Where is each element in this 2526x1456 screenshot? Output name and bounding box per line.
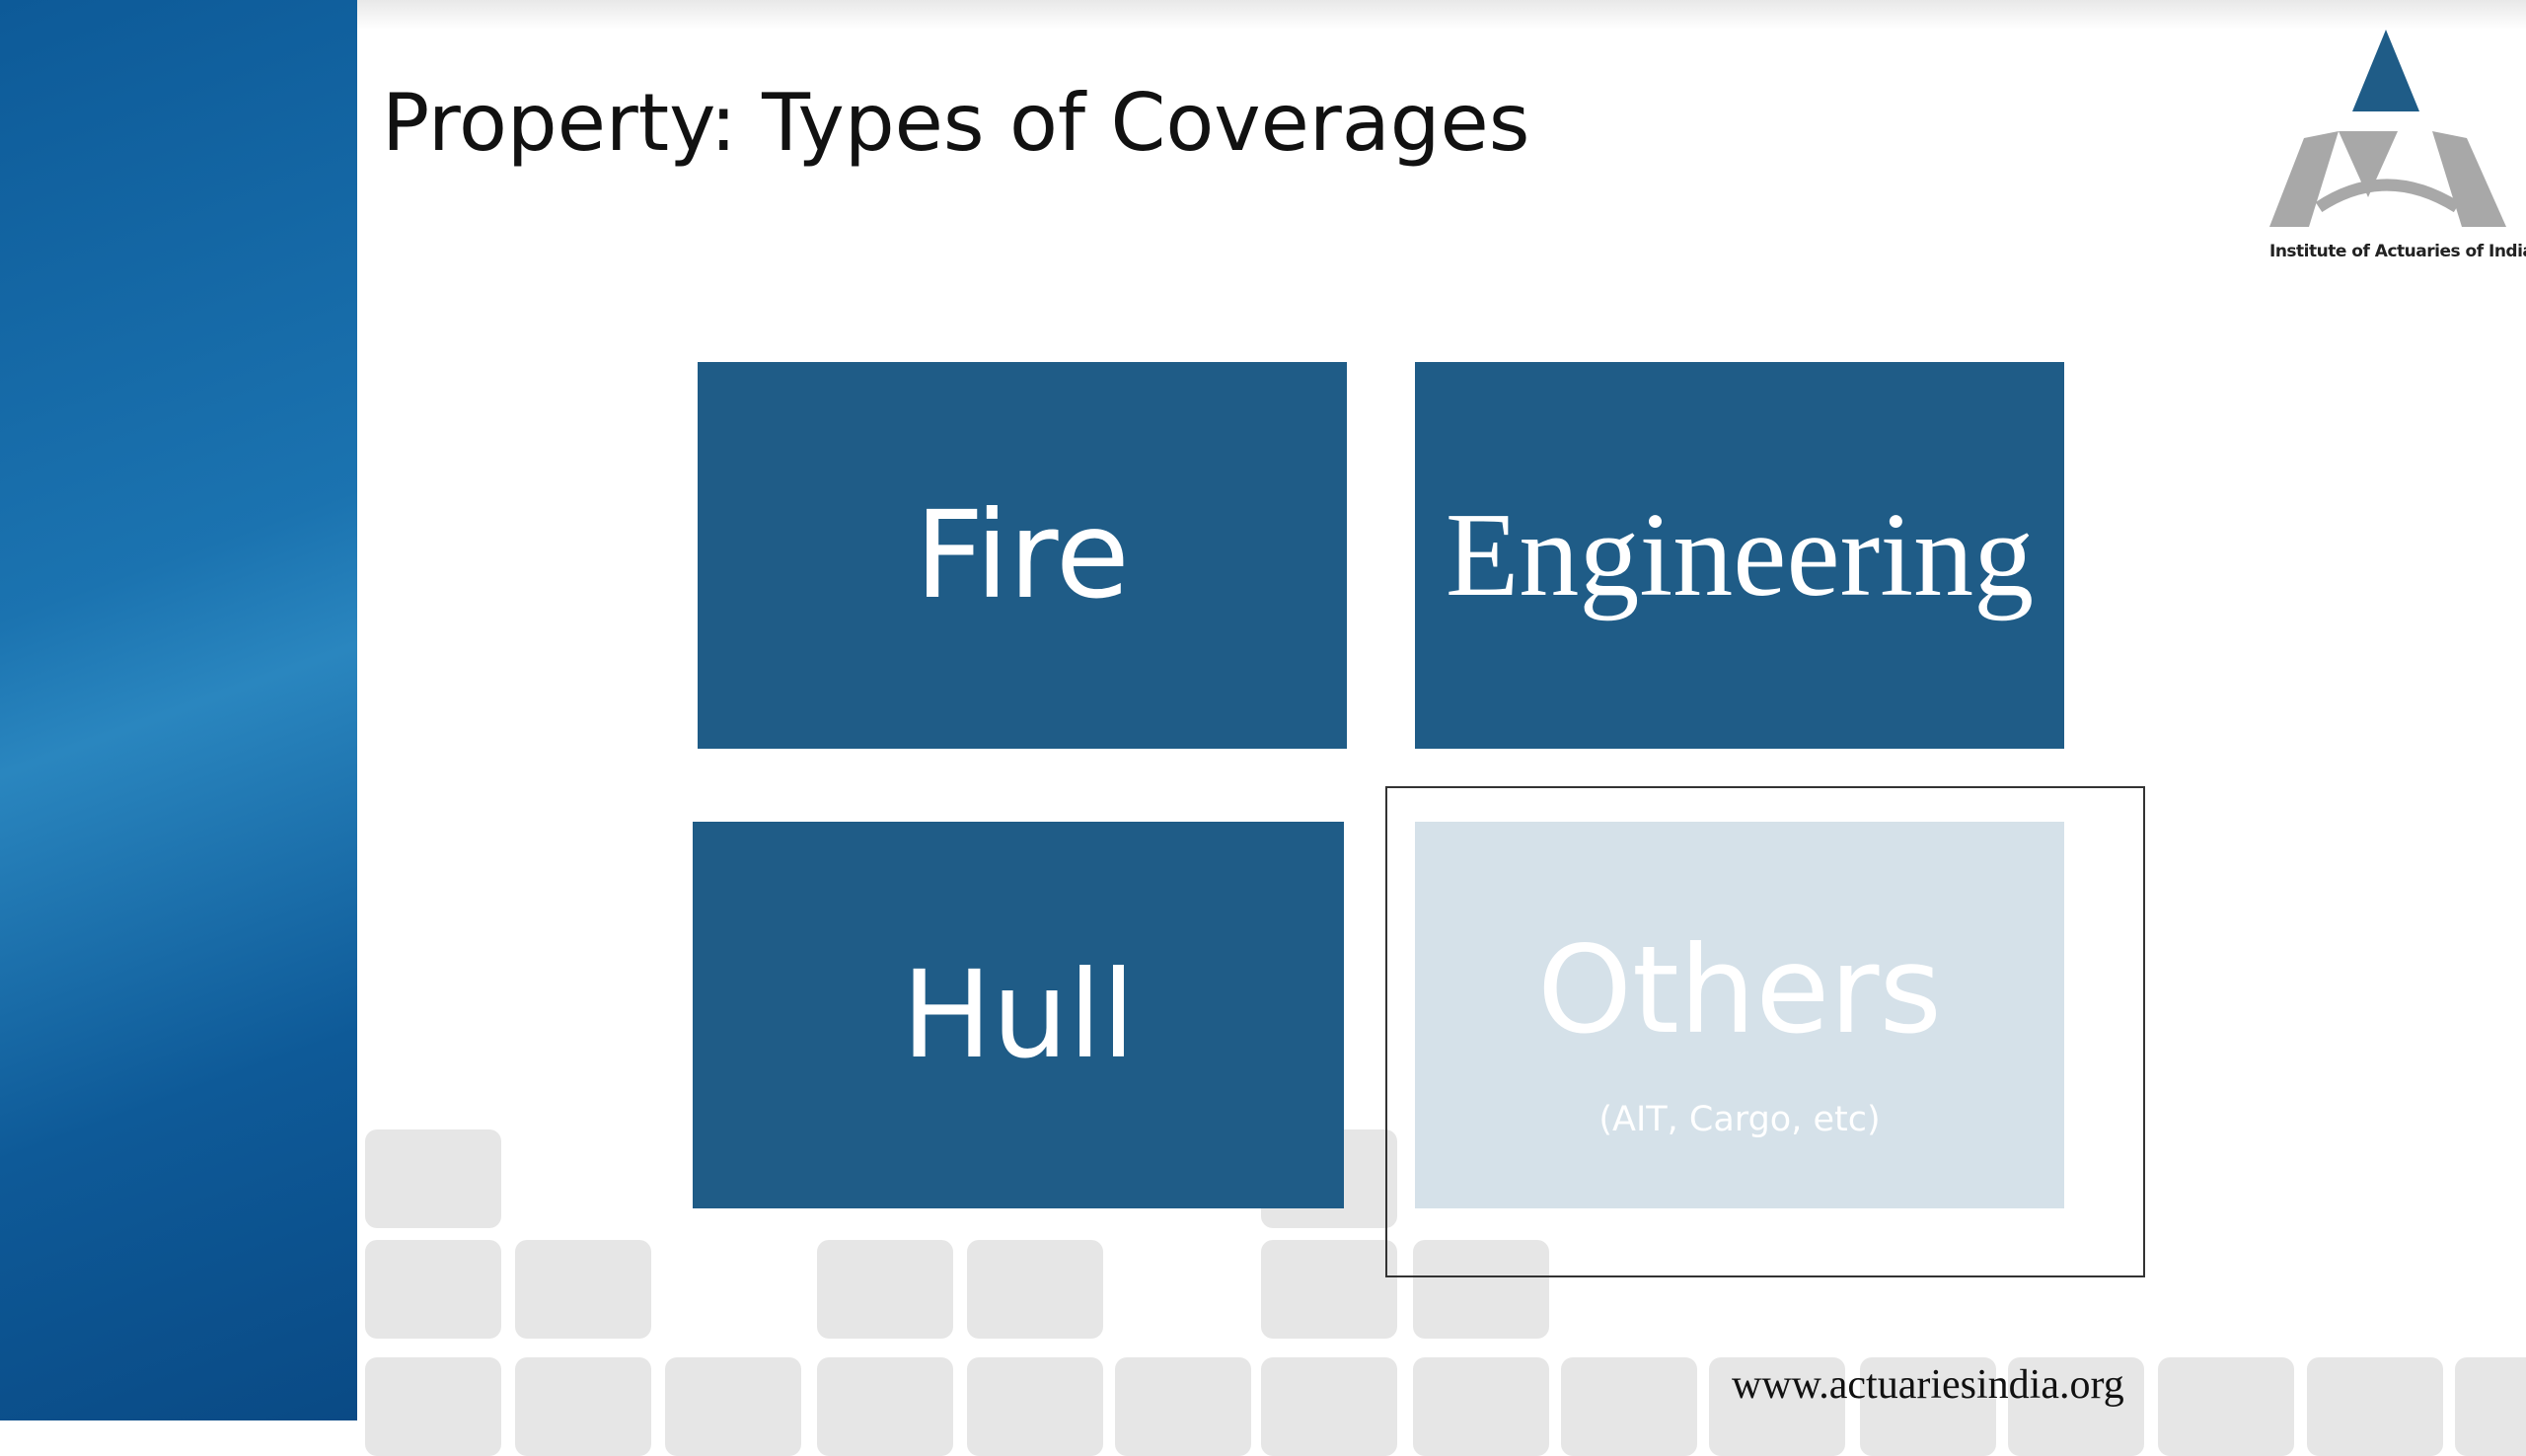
coverage-tile: Engineering (1415, 362, 2064, 749)
side-panel (0, 0, 357, 1420)
tile-label: Engineering (1445, 488, 2035, 621)
tile-label: Fire (915, 485, 1130, 625)
tile-label: Others (1537, 920, 1942, 1060)
selection-box (1385, 786, 2145, 1277)
logo-text: Institute of Actuaries of India (2269, 242, 2526, 261)
top-fade (357, 0, 2526, 30)
logo (2269, 30, 2506, 227)
footer-url: www.actuariesindia.org (1732, 1362, 2124, 1408)
coverage-tile: Fire (698, 362, 1347, 749)
tile-label: Hull (901, 945, 1136, 1085)
tile-sublabel: (AIT, Cargo, etc) (1598, 1100, 1881, 1139)
coverage-tile: Others (AIT, Cargo, etc) (1415, 822, 2064, 1208)
slide-title: Property: Types of Coverages (382, 77, 1530, 169)
coverage-tile: Hull (693, 822, 1344, 1208)
